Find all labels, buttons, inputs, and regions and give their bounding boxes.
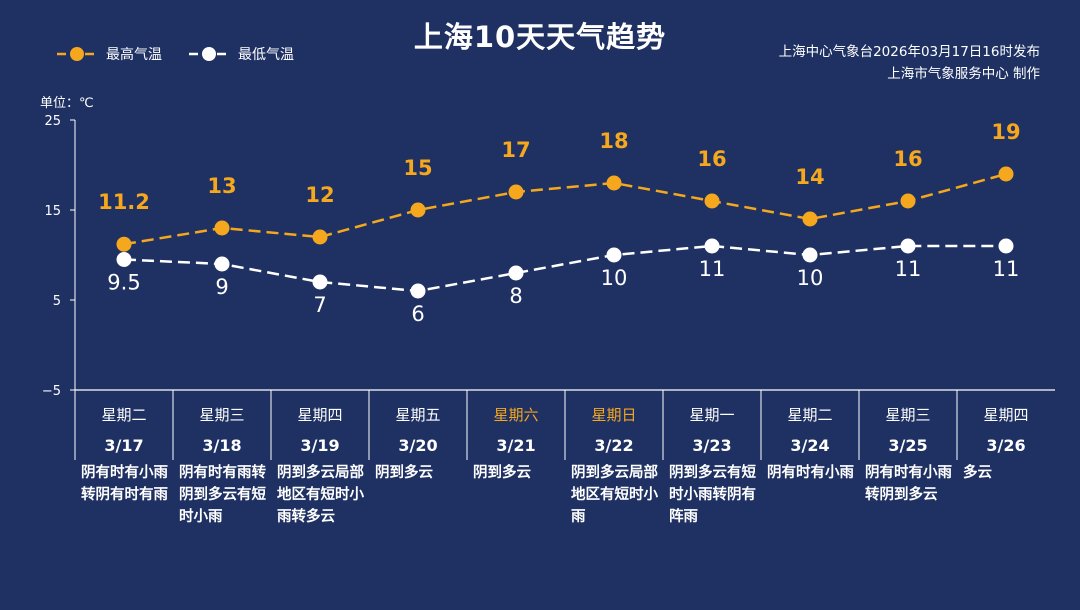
- weekday-label: 星期二: [101, 406, 146, 424]
- date-label: 3/20: [398, 436, 437, 455]
- low-temp-label: 9: [215, 275, 228, 299]
- low-temp-point: [312, 274, 328, 290]
- date-label: 3/23: [692, 436, 731, 455]
- low-temp-point: [214, 256, 230, 272]
- weekday-label: 星期六: [493, 406, 538, 424]
- date-label: 3/25: [888, 436, 927, 455]
- high-temp-point: [508, 184, 524, 200]
- date-label: 3/19: [300, 436, 339, 455]
- date-label: 3/22: [594, 436, 633, 455]
- legend-low-label: 最低气温: [238, 47, 294, 63]
- high-temp-point: [312, 229, 328, 245]
- high-temp-point: [214, 220, 230, 236]
- low-temp-point: [410, 283, 426, 299]
- weather-desc: 阴有时有小雨转阴有时有雨: [81, 465, 168, 503]
- y-tick-label: −5: [42, 384, 61, 399]
- unit-label: 单位：℃: [40, 96, 94, 111]
- source-line-1: 上海中心气象台2026年03月17日16时发布: [778, 44, 1040, 60]
- high-temp-point: [704, 193, 720, 209]
- low-temp-label: 8: [509, 284, 522, 308]
- legend: 最高气温 最低气温: [56, 44, 320, 64]
- high-temp-label: 15: [403, 156, 432, 180]
- low-temp-label: 11: [993, 257, 1020, 281]
- low-temp-label: 10: [797, 266, 824, 290]
- high-temp-point: [410, 202, 426, 218]
- weather-desc: 阴到多云局部地区有短时小雨: [571, 465, 658, 525]
- weather-desc: 阴到多云局部地区有短时小雨转多云: [277, 465, 364, 525]
- weekday-label: 星期三: [885, 406, 930, 424]
- legend-low-marker-icon: [189, 47, 229, 61]
- weather-desc: 阴有时有小雨: [767, 465, 854, 481]
- source-info: 上海中心气象台2026年03月17日16时发布 上海市气象服务中心 制作: [779, 41, 1040, 85]
- high-temp-line: [123, 172, 1007, 246]
- y-tick-label: 15: [44, 204, 61, 219]
- high-temp-label: 19: [991, 120, 1020, 144]
- legend-high-marker-icon: [57, 47, 97, 61]
- weekday-label: 星期四: [297, 406, 342, 424]
- weather-desc: 阴有时有小雨转阴到多云: [865, 465, 952, 503]
- low-temp-line: [123, 244, 1006, 293]
- low-temp-point: [802, 247, 818, 263]
- low-temp-label: 6: [411, 302, 424, 326]
- date-label: 3/24: [790, 436, 829, 455]
- y-tick-label: 25: [44, 114, 61, 129]
- weekday-label: 星期四: [983, 406, 1028, 424]
- low-temp-point: [704, 238, 720, 254]
- high-temp-label: 16: [893, 147, 922, 171]
- high-temp-label: 12: [305, 183, 334, 207]
- high-temp-label: 11.2: [98, 190, 150, 214]
- low-temp-label: 11: [895, 257, 922, 281]
- high-temp-label: 14: [795, 165, 824, 189]
- date-label: 3/17: [104, 436, 143, 455]
- y-tick-label: 5: [53, 294, 61, 309]
- legend-high-label: 最高气温: [106, 47, 162, 63]
- weather-desc: 多云: [963, 465, 992, 481]
- weather-desc: 阴到多云有短时小雨转阴有阵雨: [669, 465, 756, 525]
- weather-desc: 阴有时有雨转阴到多云有短时小雨: [179, 465, 266, 525]
- low-temp-point: [116, 252, 132, 267]
- date-label: 3/18: [202, 436, 241, 455]
- low-temp-point: [508, 265, 524, 281]
- low-temp-point: [606, 247, 622, 263]
- low-temp-label: 10: [601, 266, 628, 290]
- high-temp-label: 13: [207, 174, 236, 198]
- high-temp-point: [802, 211, 818, 227]
- weekday-label: 星期二: [787, 406, 832, 424]
- weather-desc: 阴到多云: [375, 465, 433, 481]
- low-temp-label: 9.5: [107, 271, 140, 295]
- weather-desc: 阴到多云: [473, 465, 531, 481]
- high-temp-point: [116, 236, 132, 252]
- low-temp-label: 11: [699, 257, 726, 281]
- high-temp-label: 18: [599, 129, 628, 153]
- high-temp-point: [998, 166, 1014, 182]
- weekday-label: 星期三: [199, 406, 244, 424]
- source-line-2: 上海市气象服务中心 制作: [887, 66, 1040, 82]
- high-temp-point: [606, 175, 622, 191]
- date-label: 3/21: [496, 436, 535, 455]
- high-temp-label: 17: [501, 138, 530, 162]
- low-temp-point: [900, 238, 916, 254]
- high-temp-label: 16: [697, 147, 726, 171]
- legend-item-high: 最高气温: [56, 44, 162, 64]
- weekday-label: 星期五: [395, 406, 440, 424]
- date-label: 3/26: [986, 436, 1025, 455]
- chart-title: 上海10天天气趋势: [413, 20, 667, 54]
- weekday-label: 星期一: [689, 406, 734, 424]
- low-temp-point: [998, 238, 1014, 254]
- low-temp-label: 7: [313, 293, 326, 317]
- legend-item-low: 最低气温: [188, 44, 294, 64]
- weekday-label: 星期日: [591, 406, 636, 424]
- high-temp-point: [900, 193, 916, 209]
